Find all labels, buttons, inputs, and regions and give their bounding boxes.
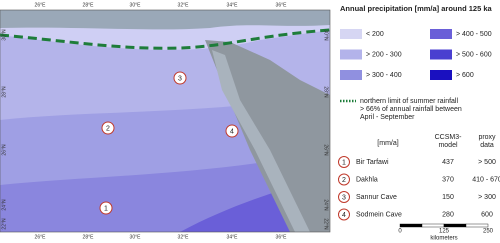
legend-label: > 600 bbox=[456, 72, 474, 79]
summer-rainfall-label: > 66% of annual rainfall between bbox=[360, 106, 462, 113]
summer-rainfall-label: northern limit of summer rainfall bbox=[360, 98, 458, 105]
proxy-value: 410 - 670 bbox=[472, 176, 500, 183]
lon-label: 26°E bbox=[35, 234, 47, 240]
lon-label: 36°E bbox=[276, 2, 288, 8]
site-number: 1 bbox=[342, 159, 346, 166]
scale-bar bbox=[399, 223, 423, 228]
scale-bar bbox=[443, 223, 467, 228]
summer-rainfall-label: April - September bbox=[360, 114, 415, 121]
site-marker bbox=[173, 71, 187, 85]
lon-label: 26°E bbox=[35, 2, 47, 8]
site-name: Sodmein Cave bbox=[356, 211, 402, 218]
proxy-value: 600 bbox=[481, 211, 493, 218]
summer-rainfall-limit bbox=[0, 28, 330, 50]
legend-swatch bbox=[430, 49, 452, 60]
sea bbox=[0, 10, 330, 30]
title: Annual precipitation [mm/a] around 125 k… bbox=[340, 4, 493, 13]
legend-swatch bbox=[340, 29, 362, 39]
red-sea bbox=[212, 50, 310, 232]
legend-label: > 500 - 600 bbox=[456, 51, 492, 58]
table-header: [mm/a] bbox=[377, 140, 398, 147]
site-name: Bir Tarfawi bbox=[356, 159, 389, 166]
scale-bar bbox=[421, 223, 445, 228]
lon-label: 34°E bbox=[227, 234, 239, 240]
table-header: proxy bbox=[478, 134, 496, 141]
scale-unit: kilometers bbox=[430, 236, 457, 242]
legend-label: > 200 - 300 bbox=[366, 51, 402, 58]
site-marker bbox=[101, 121, 115, 135]
scale-label: 250 bbox=[483, 229, 494, 235]
table-header: model bbox=[438, 142, 458, 149]
site-marker bbox=[338, 156, 350, 168]
model-value: 370 bbox=[442, 176, 454, 183]
lat-label: 30°N bbox=[1, 29, 7, 41]
lat-label: 28°N bbox=[323, 86, 329, 98]
lon-label: 30°E bbox=[130, 234, 142, 240]
site-name: Dakhla bbox=[356, 176, 378, 183]
terrain bbox=[205, 40, 330, 232]
legend-swatch bbox=[340, 70, 362, 80]
lat-label: 22°N bbox=[323, 218, 329, 230]
site-marker bbox=[338, 191, 350, 203]
lon-label: 32°E bbox=[178, 2, 190, 8]
map bbox=[0, 10, 330, 232]
lat-label: 24°N bbox=[1, 199, 7, 211]
site-number: 4 bbox=[342, 212, 346, 219]
site-name: Sannur Cave bbox=[356, 194, 397, 201]
scale-bar bbox=[465, 223, 489, 228]
model-value: 280 bbox=[442, 211, 454, 218]
site-number: 2 bbox=[342, 177, 346, 184]
lon-label: 28°E bbox=[83, 2, 95, 8]
legend-label: > 400 - 500 bbox=[456, 31, 492, 38]
site-number: 3 bbox=[342, 194, 346, 201]
table-header: CCSM3- bbox=[435, 134, 463, 141]
map-frame bbox=[0, 9, 331, 233]
site-number: 1 bbox=[104, 205, 108, 212]
scale-label: 0 bbox=[398, 229, 402, 235]
proxy-value: > 500 bbox=[478, 159, 496, 166]
scale-label: 125 bbox=[439, 229, 450, 235]
site-marker bbox=[99, 201, 113, 215]
site-number: 3 bbox=[178, 75, 182, 82]
lon-label: 32°E bbox=[178, 234, 190, 240]
proxy-value: > 300 bbox=[478, 194, 496, 201]
lat-label: 28°N bbox=[1, 86, 7, 98]
site-marker bbox=[225, 124, 239, 138]
site-marker bbox=[338, 173, 350, 186]
lat-label: 26°N bbox=[323, 144, 329, 156]
lon-label: 30°E bbox=[130, 2, 142, 8]
lat-label: 24°N bbox=[323, 199, 329, 211]
lon-label: 34°E bbox=[227, 2, 239, 8]
lat-label: 30°N bbox=[323, 29, 329, 41]
legend-swatch bbox=[340, 49, 362, 60]
legend-swatch bbox=[430, 70, 452, 80]
table-header: data bbox=[480, 142, 494, 149]
model-value: 437 bbox=[442, 159, 454, 166]
legend-label: > 300 - 400 bbox=[366, 72, 402, 79]
lat-label: 26°N bbox=[1, 144, 7, 156]
site-number: 2 bbox=[106, 125, 110, 132]
legend-label: < 200 bbox=[366, 31, 384, 38]
lat-label: 22°N bbox=[1, 218, 7, 230]
model-value: 150 bbox=[442, 194, 454, 201]
lon-label: 28°E bbox=[83, 234, 95, 240]
site-marker bbox=[338, 208, 350, 221]
lon-label: 36°E bbox=[276, 234, 288, 240]
site-number: 4 bbox=[230, 128, 234, 135]
legend-swatch bbox=[430, 29, 452, 39]
